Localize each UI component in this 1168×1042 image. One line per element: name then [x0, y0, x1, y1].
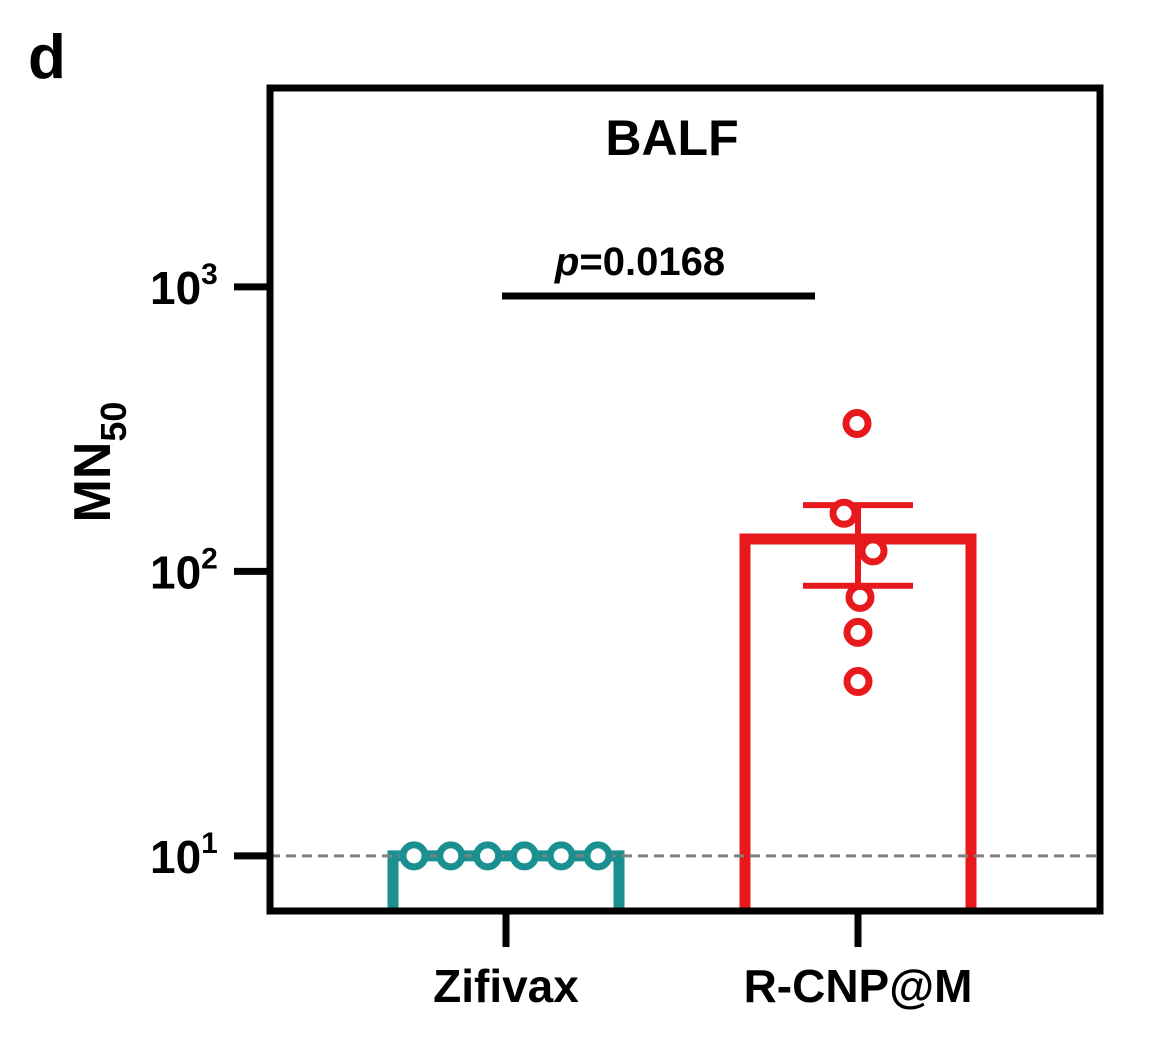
data-point	[858, 536, 888, 566]
data-point	[473, 841, 503, 871]
data-point	[843, 667, 873, 697]
data-point	[546, 841, 576, 871]
points-layer	[399, 408, 888, 871]
x-axis-ticks: Zifivax R-CNP@M	[433, 911, 972, 1012]
data-point	[436, 841, 466, 871]
data-point	[509, 841, 539, 871]
y-axis-ticks: 101 102 103	[150, 258, 270, 883]
error-bars-layer	[803, 502, 913, 589]
y-tick-label: 103	[150, 258, 218, 314]
y-axis-label: MN50	[64, 402, 134, 523]
y-tick-label: 102	[150, 542, 218, 598]
data-point	[829, 498, 859, 528]
data-point	[842, 408, 872, 438]
plot-frame	[266, 84, 1104, 915]
x-tick-label: Zifivax	[433, 960, 579, 1012]
y-tick-label: 101	[150, 827, 218, 883]
chart-title: BALF	[605, 110, 738, 166]
bar-0	[387, 850, 625, 911]
panel-label: d	[28, 23, 66, 92]
significance-label: p=0.0168	[554, 240, 725, 284]
data-point	[399, 841, 429, 871]
data-point	[583, 841, 613, 871]
data-point	[843, 617, 873, 647]
data-point	[845, 582, 875, 612]
x-tick-label: R-CNP@M	[744, 960, 973, 1012]
